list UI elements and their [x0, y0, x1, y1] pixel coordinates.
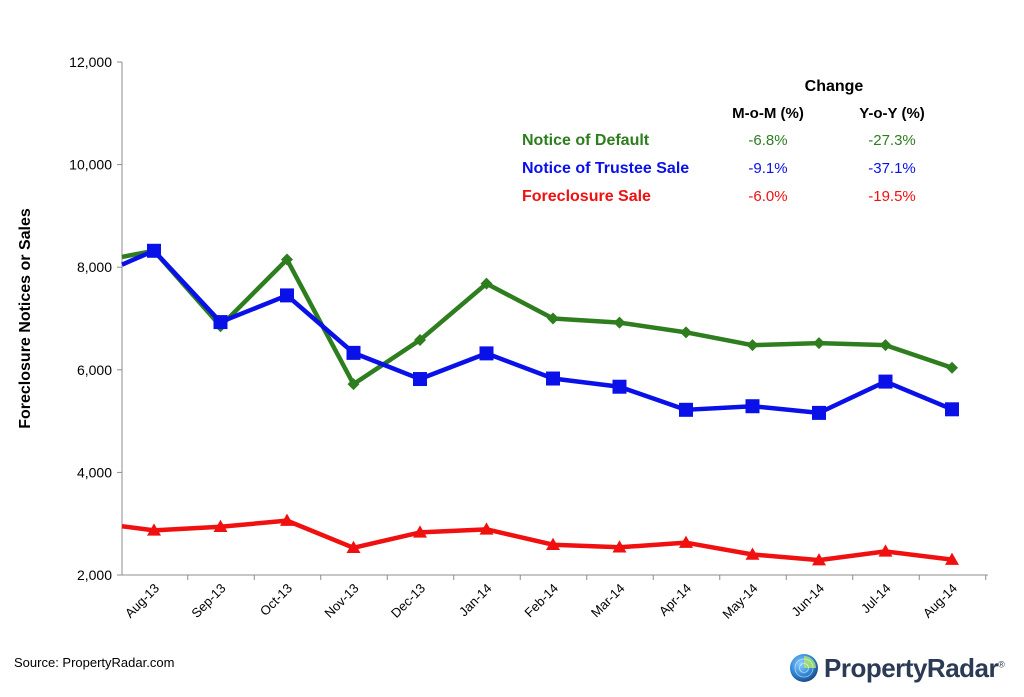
change-row-mom: -6.0%	[748, 188, 787, 205]
x-tick-label: Feb-14	[521, 581, 561, 621]
data-point	[346, 540, 361, 554]
data-point	[213, 519, 228, 533]
x-tick-label: Jul-14	[858, 581, 894, 617]
change-row-mom: -9.1%	[748, 160, 787, 177]
logo-text: PropertyRadar	[824, 652, 999, 683]
data-point	[280, 513, 294, 526]
data-point	[479, 522, 494, 535]
y-tick-label: 4,000	[77, 464, 112, 480]
x-tick-label: Jan-14	[456, 581, 495, 620]
data-point	[413, 525, 427, 538]
x-tick-label: Aug-14	[920, 581, 960, 621]
data-point	[878, 374, 893, 389]
change-table-header: Change	[805, 78, 864, 95]
data-point	[547, 312, 559, 325]
data-point	[679, 535, 693, 548]
data-point	[878, 544, 893, 557]
change-row-yoy: -19.5%	[868, 188, 916, 205]
data-point	[613, 316, 626, 329]
x-tick-label: Sep-13	[188, 581, 228, 621]
x-tick-label: Aug-13	[122, 581, 162, 621]
x-tick-label: Nov-13	[321, 581, 361, 621]
data-point	[679, 402, 693, 417]
change-row-yoy: -27.3%	[868, 132, 916, 149]
change-row-label: Foreclosure Sale	[522, 188, 651, 205]
y-axis-title: Foreclosure Notices or Sales	[17, 208, 34, 429]
data-point	[745, 399, 760, 414]
y-tick-label: 10,000	[69, 157, 112, 173]
data-point	[213, 315, 228, 330]
series-line	[121, 518, 953, 563]
change-row-label: Notice of Default	[522, 132, 650, 149]
data-point	[879, 339, 892, 352]
y-tick-label: 6,000	[77, 362, 112, 378]
change-row-yoy: -37.1%	[868, 160, 916, 177]
radar-globe-icon	[790, 654, 818, 682]
data-point	[147, 243, 161, 258]
series-line	[121, 248, 953, 387]
data-point	[413, 372, 427, 387]
data-point	[945, 552, 959, 565]
data-point	[746, 339, 759, 352]
data-point	[612, 540, 627, 553]
data-point	[546, 371, 560, 386]
x-tick-label: Dec-13	[388, 581, 428, 621]
data-point	[280, 288, 294, 303]
data-point	[147, 523, 161, 536]
data-point	[612, 379, 627, 394]
data-point	[812, 553, 826, 566]
change-row-mom: -6.8%	[748, 132, 787, 149]
data-point	[480, 277, 493, 290]
data-point	[546, 537, 560, 550]
data-point	[946, 361, 958, 374]
change-row-label: Notice of Trustee Sale	[522, 160, 689, 177]
series-line	[121, 248, 953, 416]
data-point	[680, 326, 692, 339]
x-tick-label: Apr-14	[656, 581, 694, 619]
source-note: Source: PropertyRadar.com	[14, 655, 175, 670]
data-point	[414, 334, 426, 347]
y-tick-label: 8,000	[77, 259, 112, 275]
x-tick-label: Oct-13	[257, 581, 295, 619]
data-point	[281, 253, 293, 266]
y-tick-label: 2,000	[77, 567, 112, 583]
data-point	[479, 346, 494, 361]
propertyradar-logo: PropertyRadar®	[788, 652, 1005, 684]
data-point	[346, 345, 361, 360]
data-point	[812, 405, 826, 420]
logo-registered-mark: ®	[998, 658, 1005, 669]
change-col-mom-header: M-o-M (%)	[732, 105, 804, 122]
data-point	[945, 402, 959, 417]
x-tick-label: Jun-14	[788, 581, 827, 620]
data-point	[347, 378, 360, 391]
data-point	[745, 547, 760, 560]
change-col-yoy-header: Y-o-Y (%)	[859, 105, 925, 122]
data-point	[813, 337, 825, 350]
x-tick-label: May-14	[719, 581, 760, 622]
y-tick-label: 12,000	[69, 54, 112, 70]
x-tick-label: Mar-14	[588, 581, 628, 621]
